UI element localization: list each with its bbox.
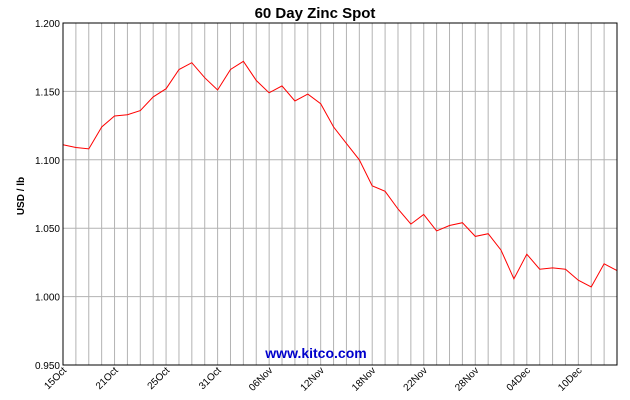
x-tick-label: 28Nov	[453, 365, 481, 393]
y-tick-label: 1.150	[35, 87, 60, 98]
x-tick-label: 10Dec	[556, 365, 584, 393]
x-tick-label: 31Oct	[197, 365, 224, 392]
plot-frame	[62, 22, 618, 366]
x-tick-label: 12Nov	[299, 365, 327, 393]
x-tick-label: 06Nov	[247, 365, 275, 393]
series-layer	[62, 60, 618, 288]
x-tick-label: 22Nov	[402, 365, 430, 393]
y-tick-label: 0.950	[35, 361, 60, 372]
x-tick-label: 21Oct	[94, 365, 121, 392]
watermark-text: www.kitco.com	[264, 345, 366, 361]
y-axis-label: USD / lb	[16, 177, 27, 215]
grid-lines	[62, 22, 618, 366]
chart-title: 60 Day Zinc Spot	[255, 5, 376, 22]
y-tick-label: 1.000	[35, 293, 60, 304]
y-tick-label: 1.100	[35, 156, 60, 167]
x-tick-label: 18Nov	[350, 365, 378, 393]
y-tick-label: 1.050	[35, 224, 60, 235]
x-tick-label: 04Dec	[505, 365, 533, 393]
zinc-price-line	[62, 60, 618, 288]
x-tick-label: 25Oct	[146, 365, 173, 392]
y-tick-label: 1.200	[35, 19, 60, 30]
